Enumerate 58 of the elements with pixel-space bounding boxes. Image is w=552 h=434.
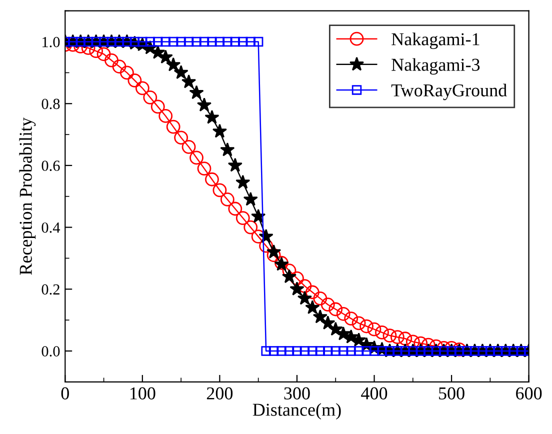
point [120,66,134,80]
point [190,150,204,165]
point [158,109,173,123]
point [236,211,250,225]
point [104,53,118,68]
y-axis-title: Reception Probability [19,117,36,275]
point [166,120,180,134]
point [375,326,389,340]
point [135,81,150,96]
point [220,192,234,206]
x-tick-label: 400 [361,387,388,400]
point [336,306,350,321]
point [328,302,343,316]
point [96,47,111,62]
x-axis-title: Distance(m) [252,403,341,420]
x-tick-label: 300 [284,387,310,400]
y-tick-label: 1.0 [42,36,60,48]
x-tick-label: 600 [516,387,542,400]
point [112,60,126,74]
x-tick-label: 0 [61,387,69,400]
point [290,271,304,286]
point [228,202,242,216]
point [212,183,227,198]
point [360,319,374,334]
point [251,230,266,244]
point [205,172,219,186]
y-tick-label: 0.8 [42,98,60,110]
point [382,328,397,342]
point [197,162,212,176]
point [266,248,281,262]
point [367,322,382,336]
point [320,298,335,312]
x-tick-label: 200 [206,387,233,400]
point [244,220,258,234]
point [182,140,196,154]
point [128,73,142,88]
point [143,90,158,104]
point [313,291,328,306]
point [406,334,420,349]
legend-label: TwoRayGround [391,84,507,100]
point [305,285,320,300]
y-tick-label: 0.0 [42,346,60,357]
point [150,100,165,114]
point [344,312,358,326]
point [174,130,188,145]
x-tick-label: 500 [439,387,464,400]
legend-label: Nakagami-3 [392,58,480,75]
y-tick-label: 0.2 [42,284,60,295]
y-tick-label: 0.4 [42,222,60,233]
legend-label: Nakagami-1 [392,32,480,50]
x-tick-label: 100 [130,387,156,400]
point [398,332,412,346]
y-tick-label: 0.6 [42,160,60,171]
point [390,330,404,344]
point [352,316,366,330]
point [414,336,428,350]
point [298,279,312,294]
point [259,238,274,253]
